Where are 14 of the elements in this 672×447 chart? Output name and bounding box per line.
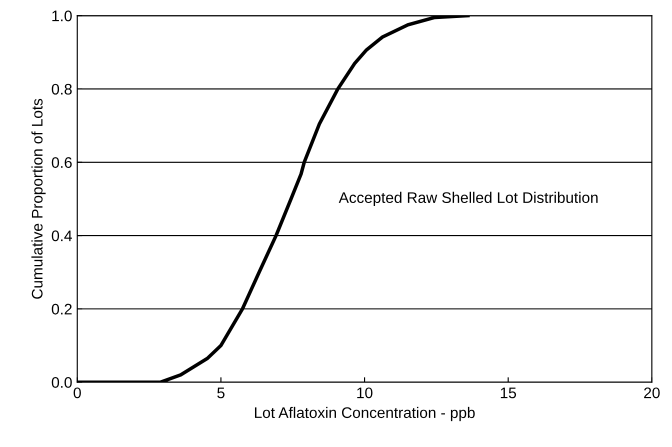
y-tick-label: 0.0 bbox=[52, 377, 72, 388]
y-tick-label: 0.8 bbox=[52, 84, 72, 95]
y-tick-label: 1.0 bbox=[52, 10, 72, 22]
x-tick-label: 5 bbox=[217, 388, 225, 398]
y-tick-label: 0.6 bbox=[52, 157, 72, 168]
y-tick-label: 0.2 bbox=[52, 304, 72, 315]
x-tick-label: 15 bbox=[500, 388, 516, 398]
x-tick-label: 10 bbox=[357, 387, 372, 398]
x-tick-label: 0 bbox=[74, 387, 81, 398]
y-tick-label: 0.4 bbox=[52, 230, 72, 242]
x-tick-label: 20 bbox=[644, 387, 660, 398]
annotation: Accepted Raw Shelled Lot Distribution bbox=[338, 192, 598, 206]
x-axis-title: Lot Aflatoxin Concentration - ppb bbox=[254, 406, 475, 422]
y-axis-title: Cumulative Proportion of Lots bbox=[31, 98, 46, 299]
